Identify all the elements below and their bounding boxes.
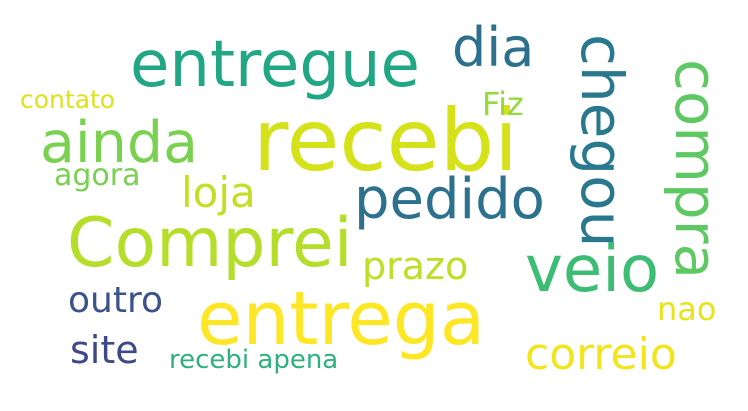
word-loja: loja xyxy=(181,168,256,217)
word-outro: outro xyxy=(68,280,163,321)
word-entregue: entregue xyxy=(130,28,420,102)
word-contato: contato xyxy=(20,85,116,114)
word-prazo: prazo xyxy=(362,244,469,288)
word-pedido: pedido xyxy=(354,167,545,232)
word-chegou: chegou xyxy=(568,34,636,248)
word-dia: dia xyxy=(452,16,535,79)
word-recebi: recebi xyxy=(253,91,519,191)
word-correio: correio xyxy=(525,329,677,380)
word-comprei: Comprei xyxy=(67,204,353,283)
word-ainda: ainda xyxy=(40,110,199,176)
word-veio: veio xyxy=(525,233,660,307)
word-entrega: entrega xyxy=(197,276,486,362)
word-nao: nao xyxy=(657,290,717,328)
word-fiz: Fiz xyxy=(482,85,524,123)
word-agora: agora xyxy=(54,158,141,193)
word-compra: compra xyxy=(662,59,730,280)
word-recebi-apena: recebi apena xyxy=(169,345,339,375)
word-site: site xyxy=(70,328,139,372)
